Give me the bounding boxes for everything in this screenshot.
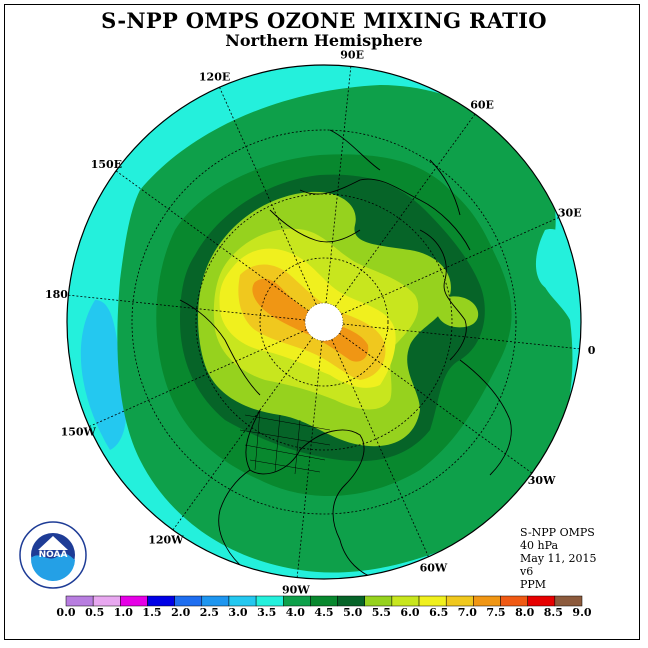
scale-tick-label: 6.5 [429, 606, 449, 619]
scale-tick-label: 5.5 [371, 606, 391, 619]
scale-tick-label: 4.0 [285, 606, 305, 619]
polar-data-gap [305, 303, 343, 341]
scale-tick-label: 5.0 [343, 606, 363, 619]
scale-tick-label: 3.5 [257, 606, 277, 619]
scale-tick-label: 7.0 [457, 606, 477, 619]
info-version: v6 [520, 565, 534, 578]
scale-tick-label: 6.0 [400, 606, 420, 619]
scale-tick-label: 1.5 [142, 606, 162, 619]
longitude-label: 90W [282, 584, 310, 597]
info-date: May 11, 2015 [520, 552, 597, 565]
scale-tick-label: 1.0 [113, 606, 133, 619]
ozone-patch-30e [535, 229, 575, 292]
longitude-label: 120W [148, 534, 184, 547]
scale-tick-label: 9.0 [572, 606, 592, 619]
scale-tick-label: 7.5 [486, 606, 506, 619]
coastlines [179, 129, 512, 579]
longitude-label: 0 [588, 344, 596, 357]
ozone-patch-europe [436, 296, 479, 328]
longitude-label: 180 [45, 288, 68, 301]
scale-tick-label: 4.5 [314, 606, 334, 619]
longitude-label: 120E [199, 70, 230, 83]
scale-tick-label: 3.0 [228, 606, 248, 619]
image-frame [4, 4, 640, 640]
scale-tick-label: 2.0 [171, 606, 191, 619]
scale-tick-label: 2.5 [199, 606, 219, 619]
longitude-label: 30E [558, 207, 582, 220]
longitude-label: 60E [470, 98, 494, 111]
map-subtitle: Northern Hemisphere [225, 31, 423, 50]
longitude-label: 90E [340, 48, 364, 61]
longitude-label: 150E [91, 158, 122, 171]
noaa-logo-text: NOAA [39, 550, 68, 560]
scale-tick-label: 8.0 [515, 606, 535, 619]
info-level: 40 hPa [520, 539, 559, 552]
longitude-label: 150W [61, 425, 97, 438]
ozone-band-3.0-3.5 [80, 300, 127, 450]
info-instrument: S-NPP OMPS [520, 526, 595, 539]
globe-boundary [66, 64, 582, 580]
longitude-labels: 90E 60E 30E 0 30W 60W 90W 120W 150W 180 150E 120E [45, 48, 596, 596]
longitude-label: 60W [420, 562, 448, 575]
scale-tick-label: 0.5 [85, 606, 105, 619]
scale-tick-label: 8.5 [543, 606, 563, 619]
color-scale-labels: 0.0 0.5 1.0 1.5 2.0 2.5 3.0 3.5 4.0 4.5 5.0 5.5 6.0 6… [0, 606, 648, 620]
info-units: PPM [520, 578, 547, 591]
graticule [131, 129, 517, 515]
political-borders [239, 409, 331, 475]
longitude-label: 30W [528, 474, 556, 487]
map-title: S-NPP OMPS OZONE MIXING RATIO [101, 8, 547, 33]
scale-tick-label: 0.0 [56, 606, 76, 619]
noaa-logo: NOAA [19, 521, 87, 589]
